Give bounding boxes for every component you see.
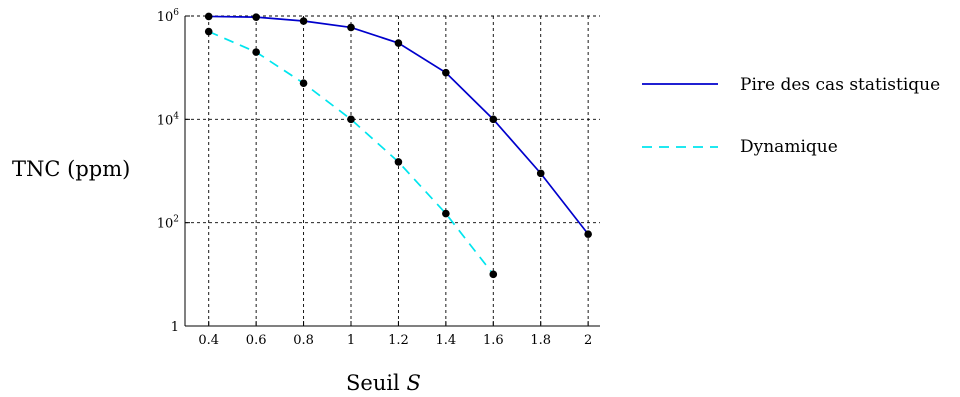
- y-tick-label: 1: [171, 320, 179, 335]
- data-points: [204, 12, 592, 279]
- x-tick-label: 1: [347, 333, 355, 348]
- axes: 0.4 0.6 0.8 1 1.2 1.4 1.6 1.8 2 1 102 104 106: [157, 8, 600, 348]
- data-point: [299, 79, 308, 88]
- data-point: [347, 115, 355, 124]
- y-tick-label: 102: [157, 215, 179, 232]
- series-line-1: [208, 30, 494, 275]
- data-point: [347, 23, 355, 32]
- x-axis-label-variable: S: [406, 371, 420, 395]
- x-tick-label: 1.2: [388, 333, 409, 348]
- data-point: [394, 39, 403, 47]
- x-tick-label: 2: [584, 333, 592, 348]
- data-point: [299, 17, 308, 25]
- data-point: [204, 27, 213, 36]
- x-axis-label-text: Seuil: [346, 371, 400, 395]
- data-point: [252, 13, 260, 21]
- data-point: [442, 68, 450, 77]
- data-point: [394, 158, 403, 166]
- data-point: [489, 270, 498, 279]
- x-tick-label: 1.4: [436, 333, 457, 348]
- legend: Pire des cas statistique Dynamique: [642, 75, 940, 157]
- data-point: [536, 169, 545, 178]
- x-tick-label: 0.6: [246, 333, 267, 348]
- data-point: [204, 12, 213, 21]
- legend-label-dynamique: Dynamique: [740, 137, 838, 157]
- data-point: [489, 115, 498, 124]
- x-tick-label: 1.6: [483, 333, 504, 348]
- y-tick-label: 104: [157, 111, 180, 128]
- legend-label-pire-des-cas: Pire des cas statistique: [740, 75, 940, 95]
- x-tick-label: 1.8: [530, 333, 551, 348]
- y-tick-label: 106: [157, 8, 180, 25]
- y-axis-label: TNC (ppm): [12, 157, 130, 181]
- data-point: [252, 48, 260, 56]
- x-tick-label: 0.4: [198, 333, 219, 348]
- series-lines: [208, 15, 589, 275]
- data-point: [584, 230, 592, 238]
- data-point: [442, 209, 450, 218]
- x-axis-label: Seuil S: [346, 371, 421, 395]
- x-tick-label: 0.8: [293, 333, 314, 348]
